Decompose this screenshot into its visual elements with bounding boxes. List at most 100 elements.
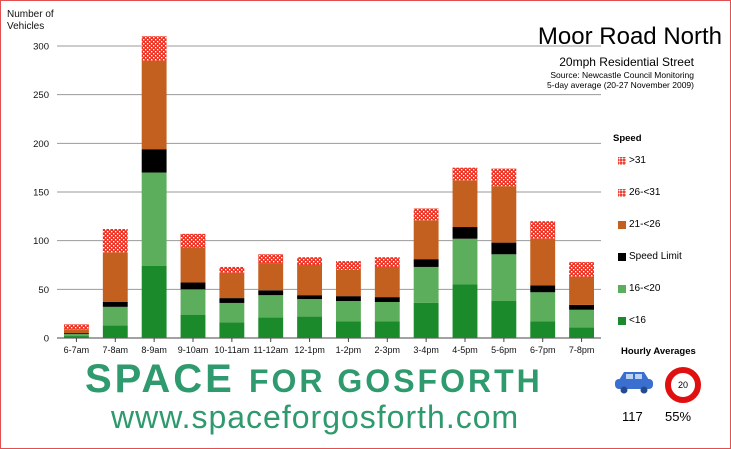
- bar-segment-16-20: [297, 299, 323, 317]
- hourly-averages-title: Hourly Averages: [621, 346, 696, 357]
- bar-segment-speed-limit: [63, 333, 89, 335]
- bar-segment--16: [452, 284, 478, 338]
- legend-swatch: [618, 156, 626, 165]
- x-tick-label: 6-7am: [64, 345, 90, 355]
- bar-segment-16-20: [63, 334, 89, 337]
- bar-segment-26-31: [258, 254, 284, 264]
- bar-segment--16: [413, 302, 439, 338]
- y-tick-label: 50: [38, 285, 49, 296]
- bar-segment-speed-limit: [102, 301, 128, 307]
- bar-segment-16-20: [219, 302, 245, 323]
- bar-segment--16: [374, 321, 400, 338]
- legend-label: 21-<26: [629, 219, 661, 230]
- speed-limit-value: 20: [677, 380, 688, 390]
- bar-segment-26-31: [335, 261, 361, 270]
- y-tick-label: 250: [33, 90, 49, 101]
- bar-segment-16-20: [258, 295, 284, 318]
- bar-segment-21-26: [141, 60, 167, 150]
- legend-swatch: [618, 220, 626, 229]
- bar-segment-26-31: [530, 221, 556, 239]
- bar-segment--16: [102, 325, 128, 338]
- logo-text: SPACE FOR GOSFORTH: [85, 357, 543, 402]
- bar-segment-16-20: [141, 172, 167, 266]
- bar-segment-26-31: [180, 233, 206, 248]
- legend-item: Speed Limit: [618, 251, 682, 262]
- y-axis-label: Number of Vehicles: [7, 9, 54, 33]
- x-tick-label: 12-1pm: [294, 345, 325, 355]
- x-tick-label: 5-6pm: [491, 345, 517, 355]
- x-tick-label: 4-5pm: [452, 345, 478, 355]
- bar-segment-26-31: [569, 262, 595, 277]
- y-axis-label-line-1: Number of: [7, 9, 54, 20]
- legend-label: 16-<20: [629, 283, 661, 294]
- car-icon: [615, 372, 653, 394]
- legend-item: 26-<31: [618, 187, 661, 198]
- bar-segment--16: [297, 316, 323, 338]
- bar-segment-21-26: [180, 247, 206, 283]
- bar-segment-21-26: [335, 269, 361, 297]
- y-tick-label: 150: [33, 188, 49, 199]
- legend-label: Speed Limit: [629, 251, 682, 262]
- bar-segment-16-20: [491, 254, 517, 302]
- bar-segment-26-31: [491, 168, 517, 187]
- bar-segment-speed-limit: [413, 259, 439, 267]
- bar-segment-16-20: [413, 266, 439, 303]
- bar-segment-speed-limit: [374, 297, 400, 302]
- x-tick-label: 2-3pm: [375, 345, 401, 355]
- website-url: www.spaceforgosforth.com: [111, 399, 520, 435]
- bar-segment-16-20: [335, 301, 361, 322]
- bar-segment--16: [335, 321, 361, 338]
- y-axis-label-line-2: Vehicles: [7, 21, 45, 32]
- bar-segment-21-26: [102, 252, 128, 302]
- legend-swatch: [618, 188, 626, 197]
- legend-item: 21-<26: [618, 219, 661, 230]
- logo-word-space: SPACE: [85, 357, 235, 401]
- bar-segment-speed-limit: [452, 227, 478, 239]
- legend-label: >31: [629, 155, 646, 166]
- bar-segment-speed-limit: [297, 295, 323, 300]
- bar-segment-speed-limit: [569, 304, 595, 310]
- bar-segment-26-31: [297, 257, 323, 265]
- bar-segment-21-26: [491, 186, 517, 243]
- bar-segment-21-26: [413, 220, 439, 260]
- legend-label: 26-<31: [629, 187, 661, 198]
- chart-source: Source: Newcastle Council Monitoring 5-d…: [547, 70, 694, 90]
- x-tick-label: 10-11am: [214, 345, 249, 355]
- hourly-speeding-percent: 55%: [665, 409, 692, 424]
- bar-segment-16-20: [102, 306, 128, 326]
- bar-segment-26-31: [102, 228, 128, 253]
- speed-limit-sign-icon: 20: [665, 367, 701, 403]
- x-tick-label: 7-8am: [103, 345, 129, 355]
- bar-segment-26-31: [141, 36, 167, 61]
- bar-segment-16-20: [374, 301, 400, 322]
- bar-segment-speed-limit: [180, 282, 206, 290]
- bar-segment--16: [63, 336, 89, 338]
- x-tick-label: 8-9am: [141, 345, 167, 355]
- legend-item: <16: [618, 315, 646, 326]
- bar-segment--16: [258, 317, 284, 338]
- bar-segment-speed-limit: [530, 285, 556, 293]
- legend-swatch: [618, 284, 626, 293]
- legend-swatch: [618, 252, 626, 261]
- x-tick-label: 3-4pm: [413, 345, 439, 355]
- x-tick-label: 11-12am: [253, 345, 288, 355]
- bar-segment-26-31: [219, 266, 245, 273]
- bar-segment-21-26: [258, 263, 284, 291]
- y-tick-label: 300: [33, 42, 49, 53]
- y-tick-label: 200: [33, 139, 49, 150]
- bar-segment-speed-limit: [141, 149, 167, 173]
- bar-segment--16: [219, 322, 245, 338]
- bar-segment-16-20: [530, 292, 556, 322]
- bar-segment-speed-limit: [258, 290, 284, 296]
- bar-segment-21-26: [569, 276, 595, 305]
- bar-segment--16: [530, 321, 556, 338]
- bar-segment-16-20: [569, 309, 595, 328]
- bar-segment-21-26: [530, 238, 556, 286]
- bar-segment-21-26: [452, 180, 478, 228]
- legend-item: >31: [618, 155, 646, 166]
- bar-segment--16: [141, 265, 167, 338]
- bar-segment-speed-limit: [491, 242, 517, 255]
- hourly-vehicle-count: 117: [622, 409, 643, 424]
